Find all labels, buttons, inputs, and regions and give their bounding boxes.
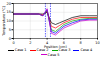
svg-text:4: 4 — [46, 40, 49, 45]
svg-text:15: 15 — [7, 10, 11, 14]
html-text:Case 1: Case 1 — [14, 48, 27, 52]
svg-text:5: 5 — [9, 28, 11, 32]
svg-text:Temperature (°C): Temperature (°C) — [2, 5, 6, 37]
svg-text:10: 10 — [95, 40, 99, 44]
svg-text:10: 10 — [7, 19, 11, 23]
svg-text:2: 2 — [29, 40, 31, 44]
svg-text:20: 20 — [7, 2, 11, 6]
html-text:Case 4: Case 4 — [80, 48, 93, 52]
svg-text:8: 8 — [80, 40, 82, 44]
html-text:Case 5: Case 5 — [47, 52, 60, 57]
svg-text:0: 0 — [12, 40, 14, 44]
html-text:Case 3: Case 3 — [58, 48, 71, 52]
svg-text:6: 6 — [62, 40, 65, 45]
svg-text:0: 0 — [9, 37, 11, 41]
html-text:Case 2: Case 2 — [36, 48, 49, 52]
svg-text:Position (cm): Position (cm) — [44, 45, 67, 49]
